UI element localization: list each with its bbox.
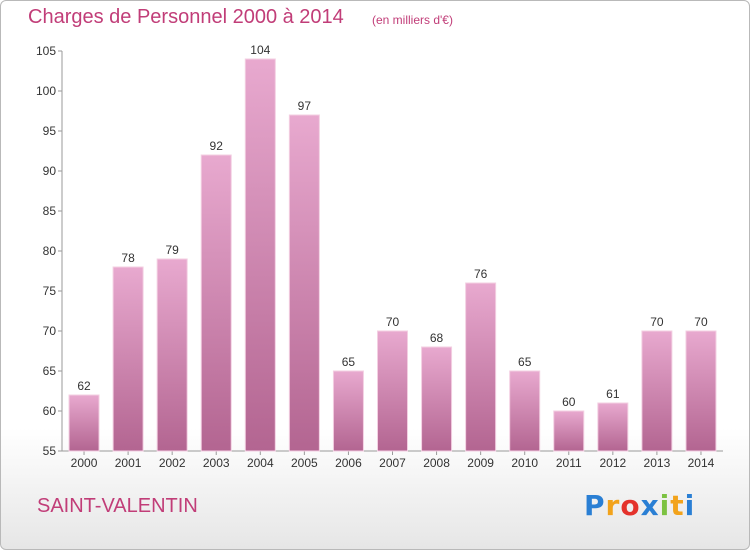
bar	[685, 330, 717, 452]
chart-title: Charges de Personnel 2000 à 2014	[28, 6, 344, 28]
x-tick-label: 2005	[291, 456, 318, 470]
place-name: SAINT-VALENTIN	[37, 495, 198, 517]
logo-letter: i	[684, 489, 696, 522]
y-tick-label: 75	[43, 284, 57, 298]
y-tick-label: 105	[36, 44, 56, 58]
x-tick-label: 2000	[71, 456, 98, 470]
x-tick-label: 2006	[335, 456, 362, 470]
y-tick-label: 60	[43, 404, 57, 418]
bar-value-label: 76	[474, 267, 488, 281]
logo-letter: x	[640, 489, 660, 522]
proxiti-logo: Proxiti	[584, 489, 695, 522]
bar	[421, 346, 453, 452]
bar-value-label: 65	[518, 355, 532, 369]
bar	[641, 330, 673, 452]
bar	[553, 410, 585, 452]
bar-value-label: 70	[694, 315, 708, 329]
bar	[156, 258, 188, 452]
x-tick-label: 2007	[379, 456, 406, 470]
bar	[112, 266, 144, 452]
bar	[597, 402, 629, 452]
x-tick-label: 2013	[644, 456, 671, 470]
y-tick-label: 70	[43, 324, 57, 338]
bar	[332, 370, 364, 452]
x-tick-label: 2002	[159, 456, 186, 470]
chart-subtitle: (en milliers d'€)	[372, 13, 453, 27]
x-tick-label: 2011	[556, 456, 582, 470]
bar	[68, 394, 100, 452]
y-tick-label: 80	[43, 244, 57, 258]
bar-value-label: 68	[430, 331, 444, 345]
bar	[244, 58, 276, 452]
bar	[465, 282, 497, 452]
bar	[200, 154, 232, 452]
bar-value-label: 78	[121, 251, 135, 265]
bar-value-label: 79	[165, 243, 179, 257]
x-tick-label: 2008	[423, 456, 450, 470]
bar	[377, 330, 408, 452]
y-tick-label: 55	[43, 444, 57, 458]
x-tick-label: 2010	[511, 456, 538, 470]
chart-labels: 62 2000 78 2001 79 2002 92 2003 104 2004 97 2005 65 2…	[71, 43, 715, 470]
y-tick-label: 85	[43, 204, 57, 218]
logo-letter: t	[670, 489, 685, 522]
logo-letter: P	[584, 489, 606, 522]
bar-value-label: 104	[250, 43, 270, 57]
bar-value-label: 65	[342, 355, 356, 369]
y-tick-label: 95	[43, 124, 57, 138]
bar-value-label: 97	[298, 99, 312, 113]
logo-letter: i	[659, 489, 671, 522]
bar-value-label: 70	[650, 315, 664, 329]
bar	[288, 114, 320, 452]
y-tick-label: 90	[43, 164, 57, 178]
bar-value-label: 92	[210, 139, 224, 153]
x-tick-label: 2009	[467, 456, 494, 470]
logo-letter: o	[620, 489, 641, 522]
bar-value-label: 60	[562, 395, 576, 409]
y-tick-label: 65	[43, 364, 57, 378]
x-tick-label: 2003	[203, 456, 230, 470]
chart-bars	[68, 58, 717, 452]
bar	[509, 370, 541, 452]
bar-value-label: 70	[386, 315, 400, 329]
x-tick-label: 2001	[115, 456, 142, 470]
logo-letter: r	[605, 489, 621, 522]
x-tick-label: 2004	[247, 456, 274, 470]
bar-value-label: 61	[606, 387, 620, 401]
x-tick-label: 2012	[599, 456, 626, 470]
y-tick-label: 100	[36, 84, 56, 98]
bar-value-label: 62	[77, 379, 91, 393]
x-tick-label: 2014	[688, 456, 715, 470]
